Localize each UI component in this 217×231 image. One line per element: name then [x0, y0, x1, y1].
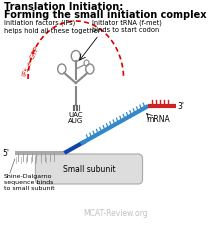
Text: Forming the small initiation complex: Forming the small initiation complex	[4, 10, 207, 20]
Text: Small subunit: Small subunit	[63, 165, 115, 174]
Text: Shine-Dalgarno
sequence binds
to small subunit: Shine-Dalgarno sequence binds to small s…	[4, 173, 55, 190]
Text: Initiator tRNA (f-met)
binds to start codon: Initiator tRNA (f-met) binds to start co…	[92, 20, 162, 33]
Text: UAC: UAC	[69, 112, 83, 118]
Text: MCAT-Review.org: MCAT-Review.org	[83, 209, 148, 218]
Text: 3': 3'	[177, 102, 184, 111]
FancyBboxPatch shape	[35, 154, 143, 184]
Text: AUG: AUG	[68, 118, 83, 123]
Text: mRNA: mRNA	[147, 115, 170, 124]
Text: Translation Initiation:: Translation Initiation:	[4, 2, 123, 12]
Text: 5': 5'	[2, 149, 9, 158]
Text: IFs + GTP: IFs + GTP	[22, 46, 41, 77]
Text: Initiation factors (IFs)
helps hold all these together: Initiation factors (IFs) helps hold all …	[4, 20, 100, 33]
